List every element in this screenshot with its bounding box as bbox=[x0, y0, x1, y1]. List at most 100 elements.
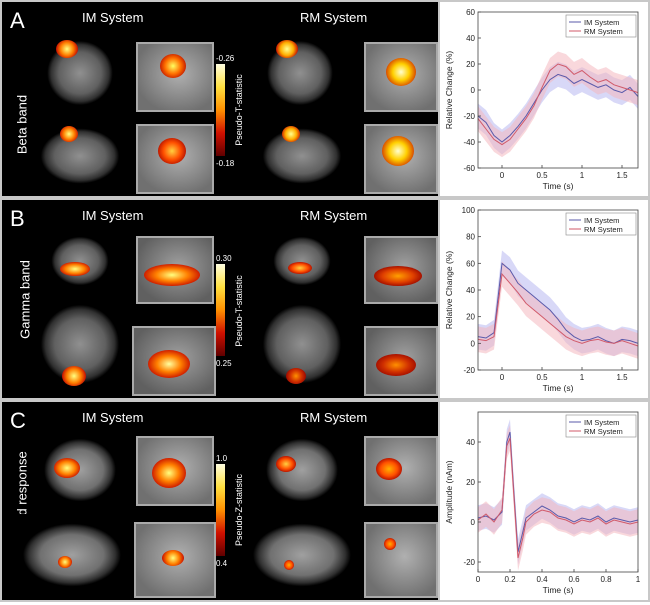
activation-spot bbox=[384, 538, 396, 550]
brain-coronal-rm-b bbox=[262, 230, 342, 292]
y-tick-label: 40 bbox=[466, 438, 475, 447]
activation-spot bbox=[158, 138, 186, 164]
activation-spot bbox=[276, 40, 298, 58]
x-axis-label: Time (s) bbox=[543, 585, 574, 595]
panel-b-rm-title: RM System bbox=[300, 208, 368, 223]
panel-a-letter: A bbox=[10, 8, 25, 33]
colorbar-b-title: Pseudo-T-statistic bbox=[234, 275, 244, 347]
brain-zoom-im-a-top bbox=[136, 42, 214, 112]
colorbar-c bbox=[216, 464, 225, 556]
x-tick-label: 0 bbox=[476, 575, 481, 584]
series-line-rm bbox=[477, 63, 639, 146]
activation-spot bbox=[144, 264, 200, 286]
activation-spot bbox=[382, 136, 414, 166]
y-axis-label: Relative Change (%) bbox=[444, 251, 454, 330]
activation-spot bbox=[374, 266, 422, 286]
x-tick-label: 0.5 bbox=[536, 171, 548, 180]
series-band-rm bbox=[478, 261, 638, 359]
x-tick-label: 0.8 bbox=[600, 575, 612, 584]
y-axis-label: Relative Change (%) bbox=[444, 51, 454, 130]
series-line-rm bbox=[477, 437, 639, 559]
activation-spot bbox=[286, 368, 306, 384]
activation-spot bbox=[62, 366, 86, 386]
x-tick-label: 0.2 bbox=[504, 575, 516, 584]
brain-sagittal-rm-a bbox=[254, 120, 350, 192]
brain-sagittal-im-a bbox=[32, 120, 128, 192]
series-band-rm bbox=[478, 425, 638, 571]
colorbar-c-top: 1.0 bbox=[216, 454, 228, 463]
y-tick-label: -20 bbox=[463, 366, 475, 375]
panel-a-band-label: Beta band bbox=[14, 94, 30, 155]
y-tick-label: 0 bbox=[471, 86, 476, 95]
x-tick-label: 0.4 bbox=[536, 575, 548, 584]
brain-coronal-im-a bbox=[34, 32, 126, 114]
brain-zoom-rm-c-bottom bbox=[364, 522, 438, 598]
activation-spot bbox=[54, 458, 80, 478]
series-band-rm bbox=[478, 51, 638, 158]
legend-label: RM System bbox=[584, 225, 623, 234]
activation-spot bbox=[162, 550, 184, 566]
series-line-im bbox=[477, 73, 639, 143]
x-tick-label: 1 bbox=[580, 171, 585, 180]
x-tick-label: 0 bbox=[500, 171, 505, 180]
x-axis-label: Time (s) bbox=[543, 383, 574, 393]
chart-gamma: 0 0.5 1 1.5 -20 0 20 40 60 80 100 Time (s) Relative … bbox=[444, 206, 639, 393]
colorbar-a bbox=[216, 64, 225, 156]
series-line-rm bbox=[477, 272, 639, 347]
y-tick-label: -20 bbox=[463, 112, 475, 121]
x-tick-label: 0 bbox=[500, 373, 505, 382]
activation-spot bbox=[60, 126, 78, 142]
y-tick-label: 60 bbox=[466, 259, 475, 268]
activation-spot bbox=[56, 40, 78, 58]
activation-spot bbox=[148, 350, 190, 378]
panel-b-im-title: IM System bbox=[82, 208, 144, 223]
activation-spot bbox=[58, 556, 72, 568]
colorbar-c-bottom: 0.4 bbox=[216, 559, 228, 568]
activation-spot bbox=[386, 58, 416, 86]
activation-spot bbox=[376, 354, 416, 376]
panel-c-rm-title: RM System bbox=[300, 410, 368, 425]
y-tick-label: 40 bbox=[466, 286, 475, 295]
y-tick-label: 80 bbox=[466, 233, 475, 242]
colorbar-b bbox=[216, 264, 225, 356]
y-tick-label: 20 bbox=[466, 313, 475, 322]
chart-panel-c: 0 0.2 0.4 0.6 0.8 1 -20 0 20 40 Time (s) Amplitude … bbox=[440, 402, 648, 600]
legend-label: IM System bbox=[584, 18, 619, 27]
plot-frame bbox=[477, 411, 639, 573]
y-tick-label: 20 bbox=[466, 478, 475, 487]
legend-box bbox=[565, 414, 637, 438]
y-tick-label: -40 bbox=[463, 138, 475, 147]
x-tick-label: 0.6 bbox=[568, 575, 580, 584]
legend-label: RM System bbox=[584, 27, 623, 36]
colorbar-a-title: Pseudo-T-statistic bbox=[234, 74, 244, 146]
chart-panel-b: 0 0.5 1 1.5 -20 0 20 40 60 80 100 Time (s) Relative … bbox=[440, 200, 648, 398]
y-tick-label: 60 bbox=[466, 8, 475, 17]
activation-spot bbox=[284, 560, 294, 570]
panel-c-im-title: IM System bbox=[82, 410, 144, 425]
x-tick-label: 1 bbox=[636, 575, 641, 584]
x-tick-label: 1 bbox=[580, 373, 585, 382]
chart-beta: 0 0.5 1 1.5 -60 -40 -20 0 20 40 60 Time (s) Relative… bbox=[444, 8, 639, 191]
legend-label: IM System bbox=[584, 216, 619, 225]
activation-spot bbox=[288, 262, 312, 274]
legend-label: RM System bbox=[584, 427, 623, 436]
y-tick-label: -60 bbox=[463, 164, 475, 173]
activation-spot bbox=[276, 456, 296, 472]
y-tick-label: 100 bbox=[462, 206, 476, 215]
x-tick-label: 1.5 bbox=[616, 171, 628, 180]
legend-label: IM System bbox=[584, 418, 619, 427]
brain-coronal-im-b bbox=[40, 230, 120, 292]
brain-sagittal-rm-c bbox=[242, 514, 362, 596]
panel-b-images: B IM System RM System Gamma band 0.30 0.… bbox=[2, 200, 438, 398]
y-tick-label: 40 bbox=[466, 34, 475, 43]
brain-coronal-rm-c bbox=[254, 430, 350, 510]
legend-box bbox=[565, 14, 637, 38]
activation-spot bbox=[282, 126, 300, 142]
brain-sagittal-im-c bbox=[12, 514, 132, 596]
panel-a-im-title: IM System bbox=[82, 10, 144, 25]
colorbar-b-top: 0.30 bbox=[216, 254, 232, 263]
legend-box bbox=[565, 212, 637, 236]
y-tick-label: 0 bbox=[471, 518, 476, 527]
